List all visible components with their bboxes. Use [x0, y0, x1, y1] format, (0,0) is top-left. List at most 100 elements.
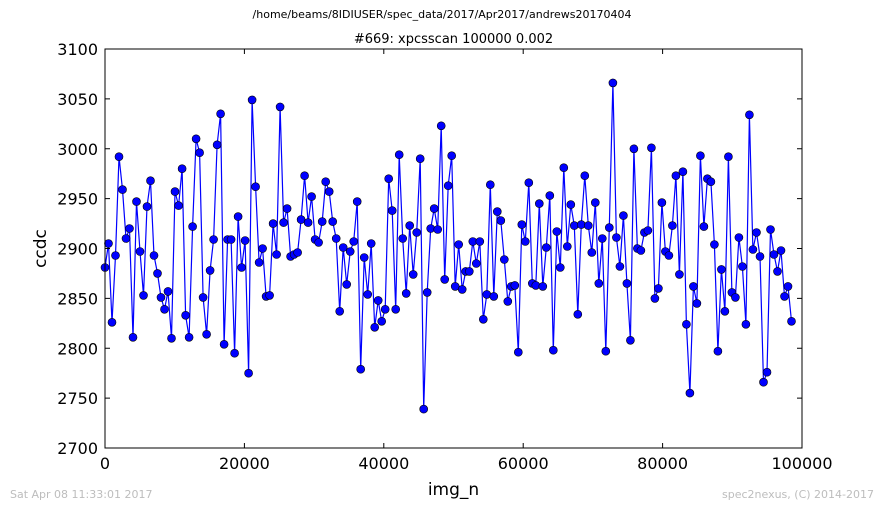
data-point: [569, 221, 579, 230]
data-point: [132, 197, 141, 206]
data-point: [710, 240, 719, 249]
data-point: [576, 220, 586, 229]
data-point: [429, 204, 439, 213]
data-point: [769, 250, 779, 259]
data-point: [191, 134, 201, 144]
data-point: [520, 237, 530, 246]
x-tick-label: 100000: [771, 454, 832, 473]
data-point: [699, 222, 709, 231]
data-point: [387, 206, 397, 215]
data-point: [184, 332, 194, 342]
data-point: [485, 180, 495, 189]
data-point: [251, 182, 260, 191]
data-point: [114, 152, 124, 161]
data-point: [314, 238, 323, 247]
data-point: [773, 267, 782, 276]
data-point: [363, 290, 373, 299]
data-point: [412, 228, 422, 237]
data-point: [303, 218, 313, 227]
data-point: [149, 251, 159, 260]
data-point: [668, 221, 677, 230]
data-point: [167, 333, 176, 343]
data-point: [562, 242, 572, 251]
data-point: [433, 225, 443, 234]
data-point: [356, 364, 366, 374]
data-point: [307, 192, 316, 201]
chart-title: #669: xpcsscan 100000 0.002: [354, 32, 553, 47]
data-point: [240, 236, 250, 245]
data-point: [377, 316, 387, 326]
data-point: [209, 235, 218, 244]
y-tick-label: 2950: [57, 190, 98, 209]
data-point: [622, 279, 632, 288]
data-point: [650, 294, 660, 303]
data-point: [174, 201, 183, 210]
data-point: [338, 243, 348, 252]
data-point: [317, 217, 327, 226]
data-point: [548, 345, 558, 355]
data-point: [787, 316, 796, 326]
y-tick-label: 2750: [57, 389, 98, 408]
data-point: [510, 281, 520, 290]
data-point: [475, 237, 485, 246]
data-point: [373, 296, 383, 305]
data-point: [471, 259, 481, 268]
data-point: [724, 152, 733, 161]
data-point: [237, 263, 246, 272]
data-point: [696, 151, 705, 160]
data-point: [202, 329, 211, 339]
data-point: [198, 293, 208, 302]
data-point: [496, 216, 506, 225]
data-point: [394, 150, 404, 159]
data-point: [345, 247, 355, 256]
data-point: [745, 110, 754, 120]
data-point: [636, 246, 646, 255]
data-point: [489, 292, 499, 301]
data-point: [685, 388, 695, 398]
data-point: [538, 282, 548, 291]
data-point: [195, 148, 204, 157]
data-point: [762, 367, 772, 377]
data-point: [268, 219, 278, 228]
data-point: [142, 202, 152, 211]
data-point: [626, 335, 635, 345]
x-tick-label: 60000: [498, 454, 549, 473]
data-point: [163, 287, 173, 296]
data-point: [230, 348, 239, 358]
data-point: [566, 200, 576, 209]
data-point: [464, 267, 474, 276]
data-point: [177, 164, 187, 173]
data-point: [244, 368, 253, 378]
data-point: [408, 270, 418, 279]
data-point: [254, 258, 264, 267]
data-point: [146, 176, 155, 185]
data-point: [135, 247, 145, 256]
data-point: [265, 291, 274, 300]
data-point: [580, 171, 590, 180]
y-tick-label: 3000: [57, 140, 98, 159]
data-point: [643, 226, 653, 235]
data-point: [219, 339, 229, 349]
data-point: [499, 255, 509, 264]
data-point: [216, 109, 225, 119]
series-line: [104, 82, 793, 410]
data-point: [517, 220, 527, 229]
data-point: [212, 140, 222, 150]
data-point: [678, 167, 688, 176]
data-point: [107, 317, 117, 327]
data-point: [419, 404, 429, 414]
data-point: [545, 191, 555, 200]
data-point: [531, 281, 541, 290]
data-point: [349, 237, 359, 246]
data-point: [188, 222, 197, 231]
data-point: [156, 293, 166, 302]
data-point: [331, 234, 341, 243]
data-point: [590, 198, 600, 207]
data-point: [664, 251, 674, 260]
x-axis-label: img_n: [428, 480, 479, 500]
data-point: [275, 102, 285, 112]
data-point: [601, 346, 611, 356]
data-point: [587, 248, 597, 257]
data-point: [559, 163, 569, 172]
x-tick-label: 0: [100, 454, 110, 473]
